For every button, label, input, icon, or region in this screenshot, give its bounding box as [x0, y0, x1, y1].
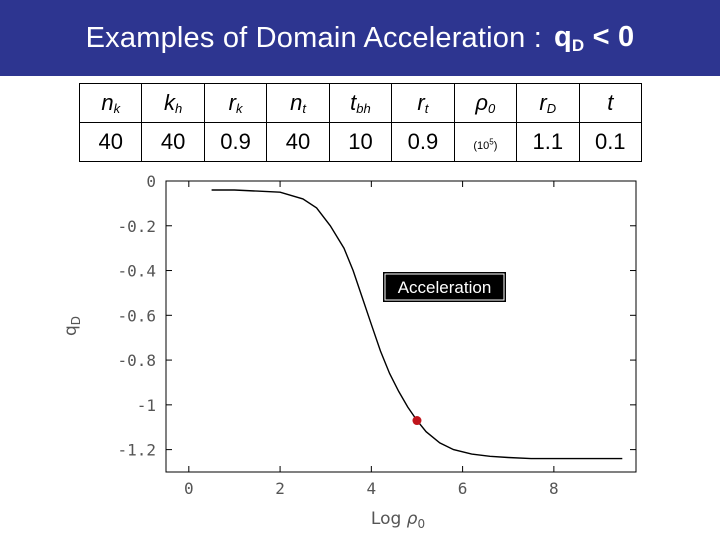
- highlight-point: [412, 416, 422, 426]
- slide-title: Examples of Domain Acceleration : qD < 0: [0, 0, 720, 76]
- value-rho0: (105): [453, 122, 518, 162]
- y-tick-label: 0: [146, 172, 156, 191]
- title-relation: < 0: [584, 20, 635, 53]
- header-tbh: tbh: [328, 83, 393, 123]
- x-tick-labels: 0 2 4 6 8: [184, 181, 559, 498]
- series-group: [211, 189, 623, 460]
- y-tick-label: -1: [137, 396, 156, 415]
- value-tbh: 10: [328, 122, 393, 162]
- x-tick-label: 6: [458, 479, 468, 498]
- x-tick-label: 2: [275, 479, 285, 498]
- value-rk: 0.9: [203, 122, 268, 162]
- plot-frame: [165, 180, 637, 473]
- header-nk: nk: [78, 83, 143, 123]
- series-line: [211, 189, 623, 460]
- y-tick-label: -1.2: [117, 441, 156, 460]
- header-rt: rt: [391, 83, 455, 123]
- value-rD: 1.1: [516, 122, 580, 162]
- title-symbol-sub: D: [571, 35, 585, 55]
- x-axis-label-main: Log: [371, 509, 407, 529]
- y-tick-label: -0.4: [117, 262, 156, 281]
- header-rD: rD: [516, 83, 580, 123]
- x-tick-label: 4: [367, 479, 377, 498]
- slide-title-text: Examples of Domain Acceleration :: [85, 21, 542, 54]
- parameter-value-row: 40 40 0.9 40 10 0.9 (105) 1.1 0.1: [78, 122, 642, 162]
- y-tick-label: -0.8: [117, 351, 156, 370]
- y-tick-labels: 0 -0.2 -0.4 -0.6 -0.8 -1 -1.2: [117, 172, 636, 460]
- value-nk: 40: [78, 122, 143, 162]
- parameter-header-row: nk kh rk nt tbh rt ρ0 rD t: [78, 83, 642, 123]
- value-rt: 0.9: [391, 122, 455, 162]
- slide-title-symbol: qD < 0: [554, 21, 634, 56]
- rho0-unit: (105): [473, 137, 498, 152]
- parameter-table: nk kh rk nt tbh rt ρ0 rD t 40 40 0.9 40 …: [78, 83, 642, 162]
- y-tick-label: -0.2: [117, 217, 156, 236]
- y-axis-label: qD: [61, 316, 83, 336]
- value-nt: 40: [266, 122, 330, 162]
- title-symbol-q: q: [553, 20, 572, 53]
- header-t: t: [578, 83, 642, 123]
- y-tick-label: -0.6: [117, 306, 156, 325]
- x-axis-label: Log ρ0: [371, 509, 425, 531]
- header-nt: nt: [266, 83, 330, 123]
- annotation-text: Acceleration: [398, 278, 492, 297]
- x-tick-label: 8: [549, 479, 559, 498]
- annotation-box-inner: [384, 273, 505, 301]
- header-kh: kh: [141, 83, 205, 123]
- annotation-group: Acceleration: [383, 272, 506, 302]
- value-t: 0.1: [578, 122, 642, 162]
- x-tick-label: 0: [184, 479, 194, 498]
- annotation-box: [383, 272, 506, 302]
